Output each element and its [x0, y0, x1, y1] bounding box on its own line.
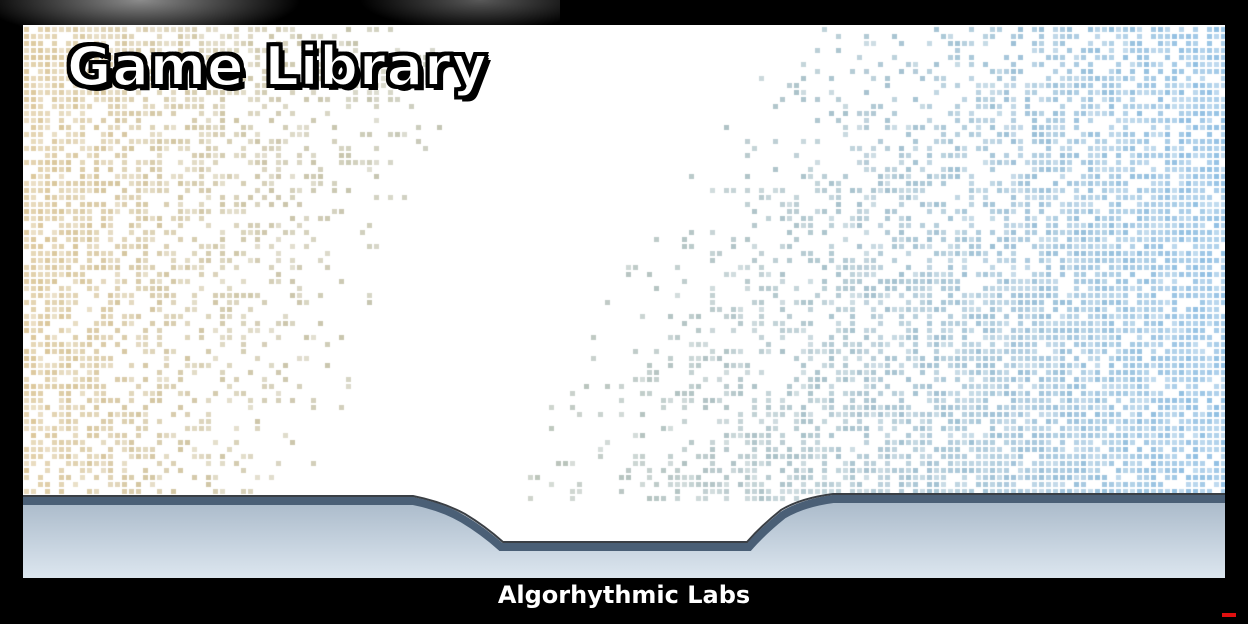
ground-terrain — [23, 493, 1225, 578]
page-title: Game Library — [66, 34, 488, 99]
ground-highlight — [23, 493, 1225, 543]
studio-name: Algorhythmic Labs — [497, 581, 751, 609]
ground-edge — [23, 495, 1225, 551]
library-panel: Game Library — [23, 25, 1225, 578]
red-dash-icon — [1222, 613, 1236, 617]
ground-fill — [23, 499, 1225, 578]
pixel-pattern-background — [23, 25, 1225, 578]
